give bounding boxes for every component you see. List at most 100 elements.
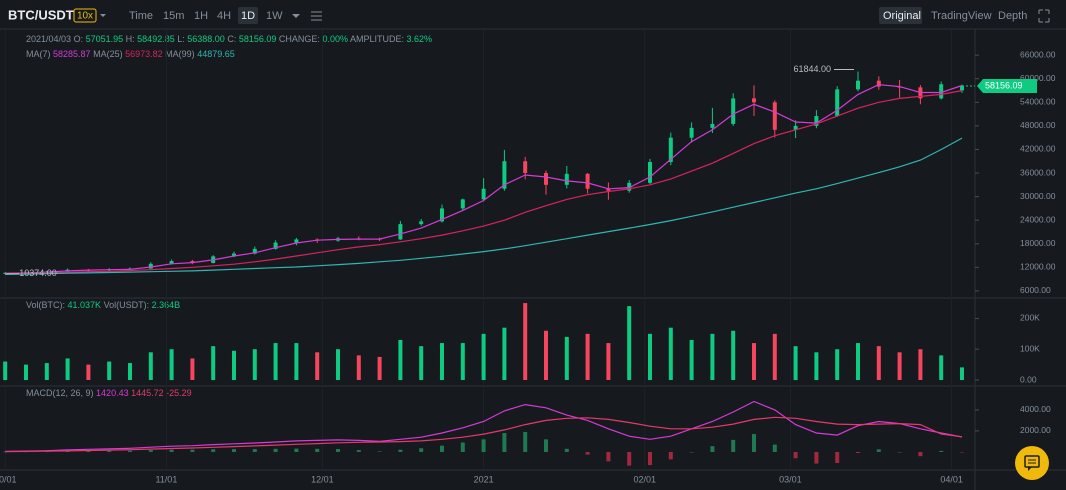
plot: 10/01 11/01 12/01 2021 02/01 03/01 04/01 6000.0…	[0, 30, 1056, 484]
volume-bar	[648, 333, 652, 380]
x-tick-label: 11/01	[155, 474, 177, 484]
interval-button[interactable]: 1W	[266, 10, 283, 22]
macd-histogram-bar	[336, 449, 340, 452]
time-button[interactable]: Time	[129, 10, 153, 22]
macd-histogram-bar	[502, 433, 507, 452]
candle-body	[294, 239, 299, 243]
volume-bar	[544, 330, 548, 380]
fullscreen-icon[interactable]	[1038, 9, 1050, 23]
candle-body	[856, 80, 860, 90]
macd-line	[5, 400, 963, 452]
value: 56388.00	[187, 34, 225, 44]
volume-bar	[814, 352, 819, 380]
candle-body	[668, 137, 673, 163]
macd-histogram-bar	[752, 434, 756, 452]
volume-legend: Vol(BTC): 41.037K Vol(USDT): 2.364B	[26, 300, 180, 310]
macd-histogram-bar	[356, 450, 361, 452]
chat-icon-tail	[1028, 467, 1032, 471]
ma-legend: MA(7) 58285.87 MA(25) 56973.82 MA(99) 44…	[26, 49, 235, 59]
y-tick-label: 54000.00	[1020, 97, 1056, 107]
y-tick-label: 4000.00	[1020, 404, 1051, 414]
value: 1445.72	[131, 388, 164, 398]
volume-bar	[398, 340, 403, 380]
volume-bar	[86, 364, 91, 380]
candle-body	[481, 188, 486, 200]
candle-body	[169, 261, 174, 264]
macd-histogram-bar	[918, 451, 923, 457]
macd-histogram-bar	[481, 439, 486, 452]
view-button[interactable]: TradingView	[931, 10, 992, 22]
macd-histogram-bar	[731, 439, 736, 452]
volume-bar	[377, 356, 382, 380]
candle-body	[502, 161, 507, 189]
x-tick-label: 02/01	[634, 474, 657, 484]
candle-body	[419, 221, 424, 225]
macd-histogram-bar	[169, 449, 174, 452]
ma-line	[5, 83, 963, 274]
macd-histogram-bar	[3, 451, 8, 453]
volume-bar	[294, 343, 299, 380]
volume-bar	[897, 352, 902, 380]
y-tick-label: 48000.00	[1020, 120, 1056, 130]
label: C:	[227, 34, 236, 44]
candle-body	[939, 84, 944, 99]
volume-bar	[24, 364, 28, 380]
value: 2.364B	[152, 300, 181, 310]
candle-body	[460, 199, 465, 209]
chat-button[interactable]	[1015, 446, 1049, 480]
view-button[interactable]: Depth	[998, 10, 1027, 22]
y-tick-label: 2000.00	[1020, 425, 1051, 435]
macd-histogram-bar	[544, 439, 548, 452]
candle-body	[398, 224, 403, 240]
interval-button[interactable]: 1D	[241, 10, 255, 22]
candle-body	[544, 173, 548, 185]
macd-histogram-bar	[897, 451, 902, 453]
volume-bar	[502, 327, 507, 380]
macd-histogram-bar	[148, 450, 153, 452]
more-intervals-icon[interactable]	[292, 14, 300, 18]
macd-histogram-bar	[648, 451, 652, 466]
y-tick-label: 6000.00	[1020, 285, 1051, 295]
ma-name: MA(99)	[165, 49, 195, 59]
leverage[interactable]: 10x	[77, 11, 93, 22]
y-tick-label: 12000.00	[1020, 262, 1056, 272]
volume-bar	[710, 333, 715, 380]
y-tick-label: 36000.00	[1020, 167, 1056, 177]
candle-body	[648, 162, 652, 183]
y-tick-label: 200K	[1020, 313, 1040, 323]
ma-name: MA(25)	[93, 49, 123, 59]
macd-histogram-bar	[710, 446, 715, 452]
macd-histogram-bar	[772, 444, 777, 452]
candle-body	[752, 98, 756, 103]
macd-histogram-bar	[668, 451, 673, 460]
macd-histogram-bar	[128, 450, 132, 452]
volume-bar	[252, 349, 257, 380]
dropdown-icon[interactable]	[100, 14, 106, 17]
x-tick-label: 12/01	[311, 474, 334, 484]
macd-histogram-bar	[294, 448, 299, 452]
value: 3.62%	[407, 34, 433, 44]
volume-bar	[169, 349, 174, 380]
candle-body	[440, 208, 444, 222]
interval-button[interactable]: 4H	[217, 10, 231, 22]
volume-bar	[336, 349, 340, 380]
volume-bar	[211, 346, 216, 380]
ma-line	[5, 90, 963, 275]
macd-histogram-bar	[564, 448, 569, 452]
symbol[interactable]: BTC/USDT	[8, 7, 74, 22]
view-button[interactable]: Original	[883, 10, 921, 22]
volume-bar	[939, 355, 944, 380]
macd-histogram-bar	[315, 448, 320, 452]
volume-bar	[585, 333, 590, 380]
y-tick-label: 66000.00	[1020, 49, 1056, 59]
settings-icon[interactable]	[311, 11, 322, 21]
interval-button[interactable]: 1H	[194, 10, 208, 22]
macd-histogram-bar	[86, 450, 91, 452]
interval-button[interactable]: 15m	[163, 10, 184, 22]
volume-bar	[523, 303, 528, 380]
macd-histogram-bar	[419, 448, 424, 452]
value: 57051.95	[86, 34, 124, 44]
volume-bar	[273, 343, 278, 380]
volume-bar	[3, 361, 8, 380]
ohlc-legend: 2021/04/03 O: 57051.95 H: 58492.85 L: 56…	[26, 34, 432, 44]
